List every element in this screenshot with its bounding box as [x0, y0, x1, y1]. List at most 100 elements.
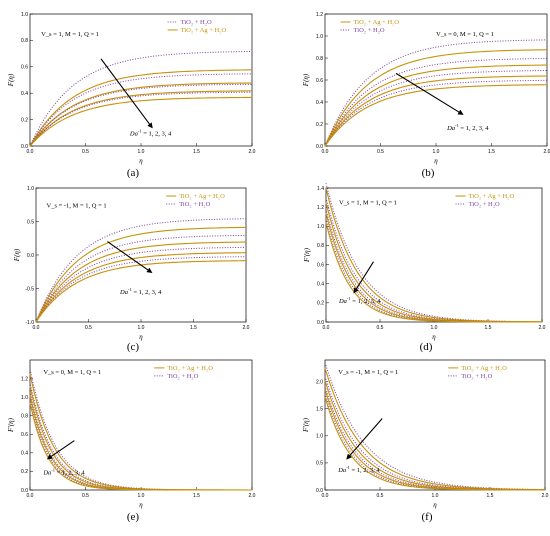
y-axis-label: F(η) [302, 73, 310, 87]
x-axis-label: η [139, 157, 143, 165]
series-line-tio2-ag-h2o [29, 82, 253, 147]
legend-entry: TiO₂ + H₂O [181, 19, 212, 26]
y-tick-label: 1.2 [316, 12, 323, 18]
x-tick-label: 0.5 [82, 149, 89, 155]
series-line-tio2-ag-h2o [35, 252, 247, 323]
series-line-tio2-h2o [29, 73, 253, 147]
legend-entry: TiO₂ + Ag + H₂O [181, 27, 227, 34]
trend-arrow [346, 418, 383, 460]
y-tick-label: 0.4 [21, 91, 28, 97]
y-tick-label: 0.2 [21, 117, 28, 123]
series-line-tio2-h2o [29, 50, 253, 147]
x-tick-label: 2.0 [539, 325, 546, 331]
x-tick-label: 2.0 [544, 149, 550, 155]
legend-entry: TiO₂ + H₂O [167, 373, 198, 380]
series-line-tio2-h2o [29, 83, 253, 147]
x-tick-label: 0.5 [377, 149, 384, 155]
x-axis-label: η [139, 501, 143, 509]
y-tick-label: 1.2 [317, 205, 324, 211]
y-axis-label: F(η) [7, 73, 15, 87]
x-axis-label: η [433, 501, 437, 509]
y-tick-label: 1.0 [316, 34, 323, 40]
x-tick-label: 1.0 [433, 149, 440, 155]
y-tick-label: 0.4 [316, 100, 323, 106]
x-tick-label: 2.0 [249, 493, 256, 499]
y-tick-label: 1.0 [21, 12, 28, 18]
y-tick-label: 0.0 [316, 488, 323, 494]
series-line-tio2-h2o [324, 79, 548, 147]
y-tick-label: 1.0 [27, 186, 34, 192]
parameter-annotation: V_s = 0, M = 1, Q = 1 [436, 31, 494, 38]
parameter-annotation: V_s = 1, M = 1, Q = 1 [339, 200, 397, 207]
series-line-tio2-ag-h2o [29, 402, 252, 491]
series-line-tio2-ag-h2o [325, 222, 542, 323]
y-tick-label: 0.0 [27, 253, 34, 259]
x-tick-label: 0.0 [27, 149, 34, 155]
y-tick-label: 0.6 [21, 65, 28, 71]
x-tick-label: 1.5 [485, 325, 492, 331]
x-tick-label: 0.5 [82, 493, 89, 499]
panel-label: (f) [422, 511, 433, 523]
x-tick-label: 1.0 [138, 493, 145, 499]
y-tick-label: 1.0 [21, 395, 28, 401]
series-line-tio2-ag-h2o [324, 396, 545, 491]
y-tick-label: 0.6 [317, 262, 324, 268]
arrow-label: Da-1 = 1, 2, 3, 4 [337, 465, 380, 474]
y-tick-label: 0.4 [317, 282, 324, 288]
parameter-annotation: V_s = 1, M = 1, Q = 1 [41, 31, 99, 38]
x-tick-label: 0.0 [322, 149, 329, 155]
legend-entry: TiO₂ + Ag + H₂O [354, 19, 400, 26]
y-tick-label: 1.0 [317, 224, 324, 230]
series-line-tio2-ag-h2o [35, 241, 247, 323]
y-tick-label: 0.8 [316, 56, 323, 62]
legend-entry: TiO₂ + H₂O [469, 201, 500, 208]
series-line-tio2-h2o [35, 256, 247, 323]
parameter-annotation: V_s = 0, M = 1, Q = 1 [43, 369, 101, 376]
legend-entry: TiO₂ + H₂O [461, 373, 492, 380]
x-tick-label: 2.0 [249, 149, 256, 155]
y-tick-label: 0.4 [21, 451, 28, 457]
y-tick-label: 0.0 [21, 488, 28, 494]
x-axis-label: η [139, 333, 143, 341]
series-line-tio2-ag-h2o [324, 75, 548, 147]
y-tick-label: 2.0 [316, 379, 323, 385]
series-line-tio2-h2o [325, 197, 543, 323]
x-tick-label: 1.0 [431, 325, 438, 331]
series-line-tio2-ag-h2o [324, 64, 548, 147]
series-line-tio2-ag-h2o [29, 96, 253, 147]
trend-arrow [46, 440, 75, 460]
parameter-annotation: V_s = -1, M = 1, Q = 1 [47, 202, 107, 209]
y-tick-label: 0.5 [316, 461, 323, 467]
y-axis-label: F′(η) [303, 247, 311, 263]
arrow-label: Da-1 = 1, 2, 3, 4 [338, 296, 381, 305]
series-line-tio2-ag-h2o [324, 49, 548, 147]
x-tick-label: 2.0 [243, 325, 250, 331]
x-tick-label: 1.5 [193, 149, 200, 155]
panel-a: 0.0 0.5 1.0 1.5 2.0 0.0 0.2 0.4 0.6 0.8 1.0 η F(η) V_… [7, 12, 256, 179]
arrow-label: Da-1 = 1, 2, 3, 4 [42, 467, 85, 476]
x-tick-label: 0.5 [377, 493, 384, 499]
y-tick-label: 0.8 [21, 414, 28, 420]
y-tick-label: 0.5 [27, 219, 34, 225]
panel-label: (c) [127, 341, 140, 353]
series-line-tio2-h2o [324, 70, 548, 147]
y-tick-label: 0.2 [317, 301, 324, 307]
x-tick-label: 1.0 [432, 493, 439, 499]
y-tick-label: 0.6 [316, 78, 323, 84]
trend-arrow [107, 241, 153, 274]
legend-entry: TiO₂ + Ag + H₂O [461, 365, 507, 372]
arrow-label: Da-1 = 1, 2, 3, 4 [129, 128, 172, 137]
x-axis-label: η [432, 333, 436, 341]
legend-entry: TiO₂ + Ag + H₂O [167, 365, 213, 372]
series-line-tio2-h2o [324, 385, 546, 491]
arrow-label: Da-1 = 1, 2, 3, 4 [119, 287, 162, 296]
series-line-tio2-ag-h2o [325, 212, 543, 323]
series-line-tio2-h2o [324, 362, 546, 491]
series-line-tio2-ag-h2o [29, 69, 253, 147]
x-axis-label: η [434, 157, 438, 165]
y-tick-label: 1.0 [316, 434, 323, 440]
y-tick-label: 0.8 [317, 243, 324, 249]
x-tick-label: 2.0 [542, 493, 549, 499]
y-tick-label: -1.0 [25, 320, 34, 326]
